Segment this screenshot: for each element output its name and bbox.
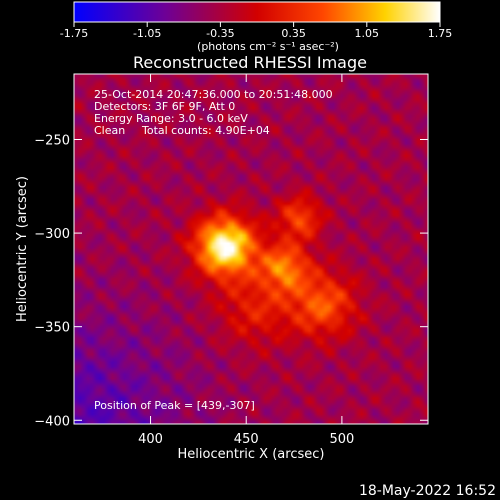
x-axis: 400 450 500 — [138, 74, 354, 447]
colorbar-frame — [73, 1, 441, 23]
x-tick-label: 500 — [329, 432, 354, 447]
annotation-time-range: 25-Oct-2014 20:47:36.000 to 20:51:48.000 — [94, 88, 333, 101]
annotation-peak-position: Position of Peak = [439,-307] — [94, 399, 255, 412]
colorbar-tick-label: -1.05 — [133, 27, 161, 40]
colorbar-tick-label: 1.05 — [355, 27, 380, 40]
chart-title: Reconstructed RHESSI Image — [133, 53, 367, 72]
colorbar-tick-label: -1.75 — [60, 27, 88, 40]
colorbar-gradient — [74, 2, 440, 22]
colorbar-ticks: -1.75 -1.05 -0.35 0.35 1.05 1.75 — [60, 22, 452, 40]
annotation-total-counts: Total counts: 4.90E+04 — [141, 124, 270, 137]
annotation-detectors: Detectors: 3F 6F 9F, Att 0 — [94, 100, 235, 113]
footer-date: 18-May-2022 16:52 — [359, 483, 496, 499]
colorbar — [73, 1, 441, 23]
y-tick-label: −350 — [34, 321, 70, 336]
colorbar-tick-label: 0.35 — [281, 27, 306, 40]
colorbar-units: (photons cm⁻² s⁻¹ asec⁻²) — [197, 40, 339, 53]
heatmap-image — [74, 74, 428, 424]
y-axis: −250 −300 −350 −400 — [34, 134, 428, 429]
y-tick-label: −250 — [34, 134, 70, 149]
heatmap-area — [73, 73, 429, 425]
y-tick-label: −300 — [34, 227, 70, 242]
y-tick-label: −400 — [34, 414, 70, 429]
colorbar-tick-label: 1.75 — [428, 27, 453, 40]
colorbar-tick-label: -0.35 — [206, 27, 234, 40]
annotation-method: Clean — [94, 124, 125, 137]
y-axis-label: Heliocentric Y (arcsec) — [15, 176, 30, 322]
x-axis-label: Heliocentric X (arcsec) — [178, 447, 325, 462]
x-tick-label: 400 — [138, 432, 163, 447]
x-tick-label: 450 — [234, 432, 259, 447]
plot-frame — [73, 73, 429, 425]
annotation-energy-range: Energy Range: 3.0 - 6.0 keV — [94, 112, 248, 125]
